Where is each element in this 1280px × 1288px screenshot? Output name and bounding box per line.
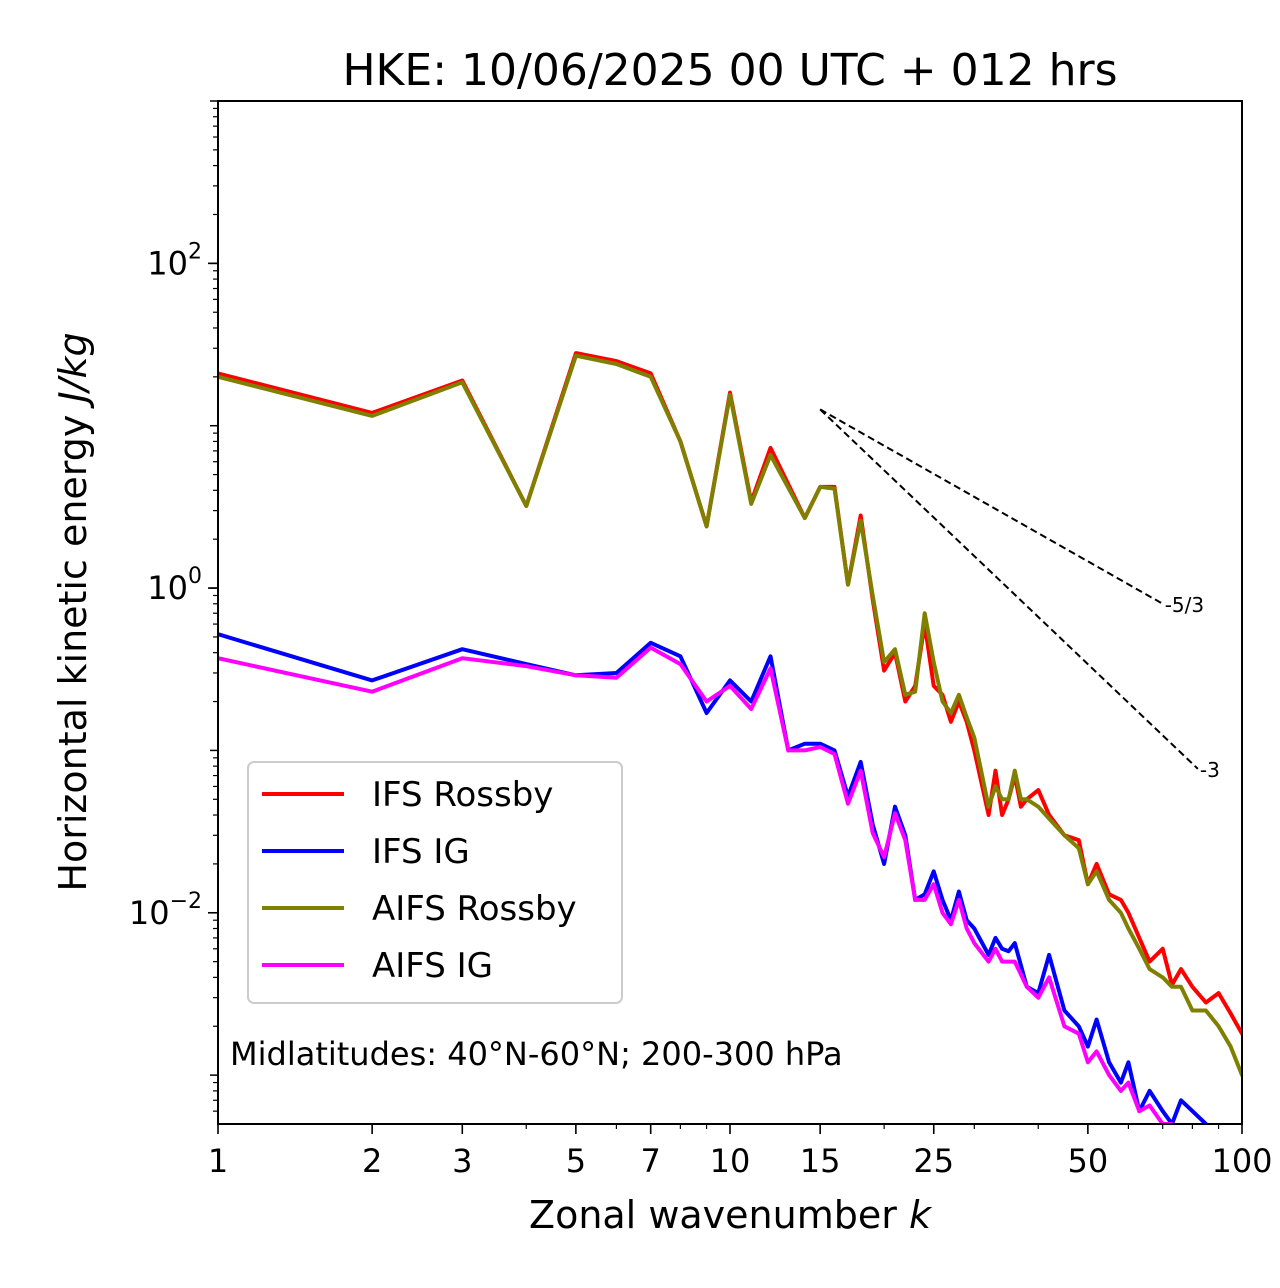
y-axis-label-text: Horizontal kinetic energy [51, 415, 95, 892]
x-axis-label-text: Zonal wavenumber [529, 1193, 897, 1237]
x-axis-variable: k [909, 1193, 933, 1237]
plot-area [218, 351, 1242, 1124]
reference-slope-labels: -5/3 -3 [1165, 593, 1220, 782]
x-tick-label: 1 [208, 1142, 228, 1180]
x-tick-label: 3 [452, 1142, 472, 1180]
slope-line [819, 408, 1199, 770]
slope-label: -3 [1200, 758, 1220, 782]
legend: IFS Rossby IFS IG AIFS Rossby AIFS IG [247, 761, 623, 1004]
x-tick-label: 25 [913, 1142, 954, 1180]
region-annotation: Midlatitudes: 40°N-60°N; 200-300 hPa [230, 1035, 843, 1073]
x-tick-label: 50 [1068, 1142, 1109, 1180]
legend-label-aifs-ig: AIFS IG [372, 946, 493, 986]
legend-box [247, 761, 623, 1004]
series-line-aifs-ig [218, 645, 1176, 1124]
slope-label: -5/3 [1165, 593, 1204, 617]
y-axis-label: Horizontal kinetic energy J/kg [51, 332, 95, 891]
x-tick-label: 10 [710, 1142, 751, 1180]
series-lines [218, 351, 1242, 1124]
y-tick-label: 10−2 [129, 889, 202, 932]
x-tick-label: 7 [641, 1142, 661, 1180]
x-axis-label: Zonal wavenumber k [529, 1193, 933, 1237]
y-axis-units: J/kg [51, 332, 95, 409]
plot-frame [217, 100, 1243, 1125]
legend-label-ifs-ig: IFS IG [372, 832, 470, 872]
major-ticks [208, 262, 1243, 1134]
slope-line [819, 408, 1164, 605]
tick-labels: 1 2 3 5 7 10 15 25 50 100 102 100 10−2 [129, 239, 1273, 1180]
x-tick-label: 15 [800, 1142, 841, 1180]
legend-label-ifs-rossby: IFS Rossby [372, 775, 553, 815]
y-tick-label: 100 [147, 564, 202, 607]
x-tick-label: 5 [566, 1142, 586, 1180]
chart-title: HKE: 10/06/2025 00 UTC + 012 hrs [342, 45, 1117, 96]
y-tick-label: 102 [147, 239, 202, 282]
x-tick-label: 100 [1211, 1142, 1272, 1180]
legend-label-aifs-rossby: AIFS Rossby [372, 889, 577, 929]
x-tick-label: 2 [362, 1142, 382, 1180]
reference-slope-lines [819, 408, 1199, 770]
series-line-aifs-rossby [218, 353, 1242, 1078]
